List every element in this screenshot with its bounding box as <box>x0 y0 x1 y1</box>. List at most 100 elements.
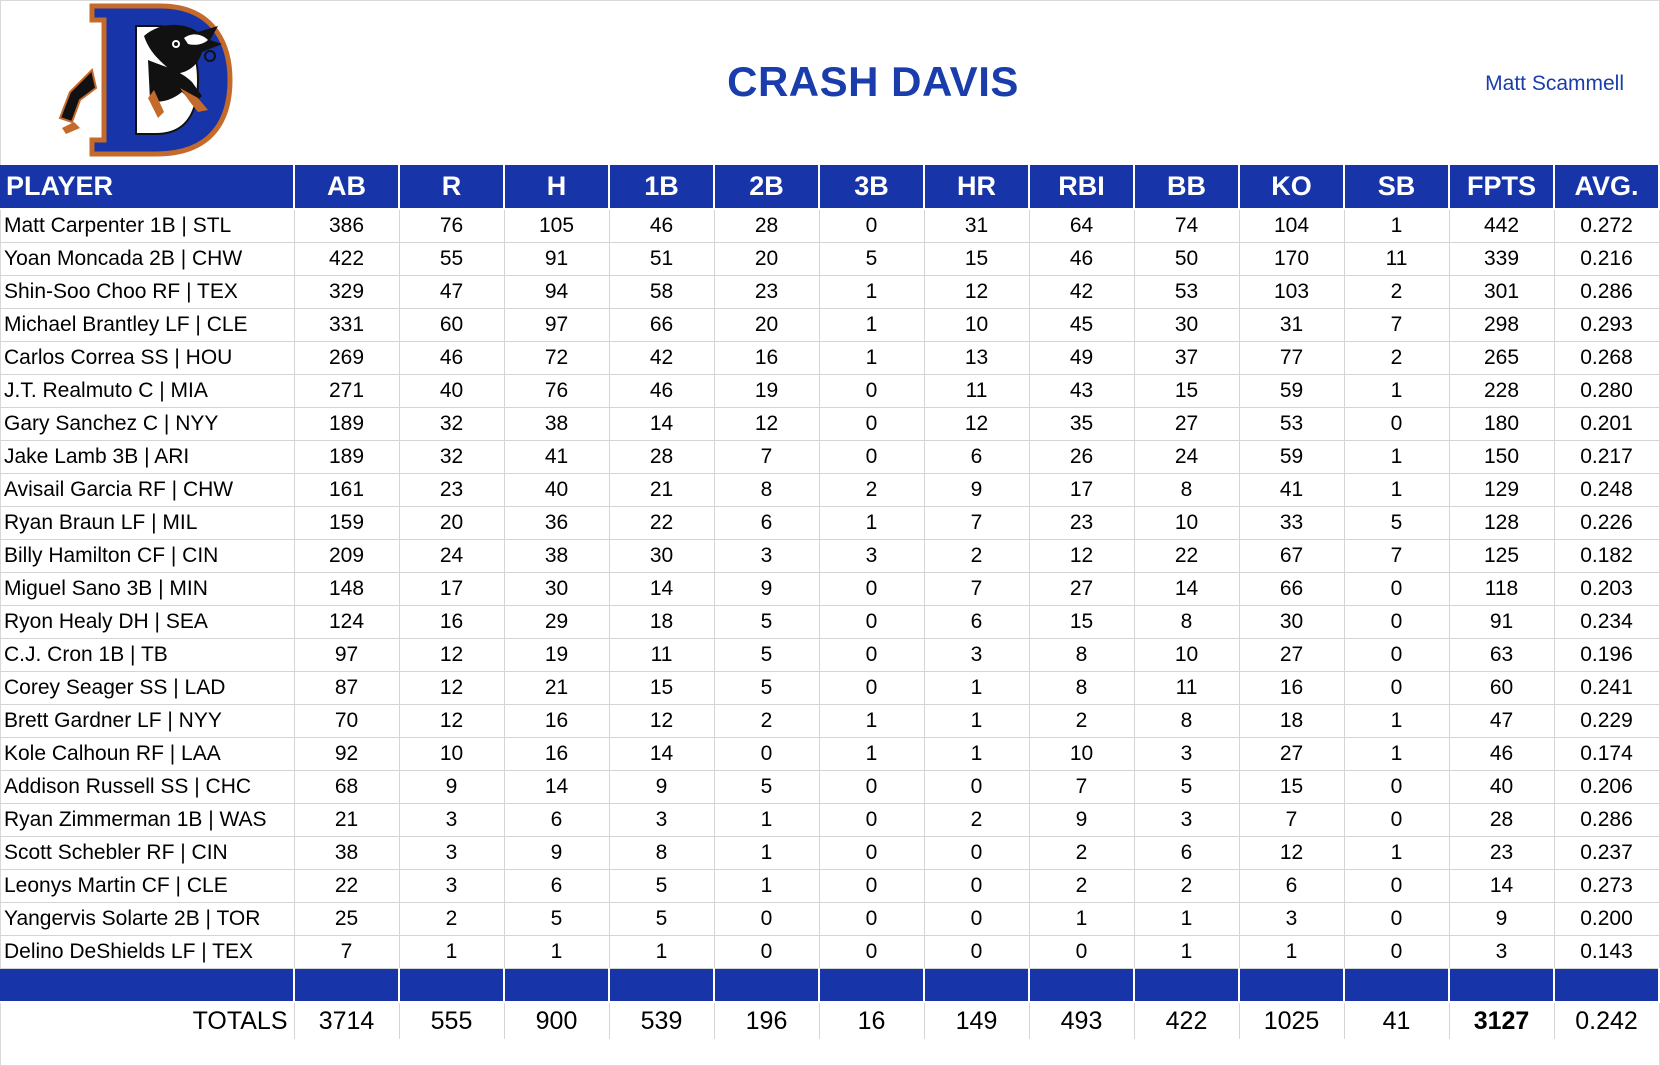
cell-ko: 170 <box>1239 242 1345 276</box>
cell-1b: 46 <box>609 374 715 408</box>
column-header-r[interactable]: R <box>399 165 505 210</box>
column-header-player[interactable]: PLAYER <box>0 165 295 210</box>
table-row: Delino DeShields LF | TEX 7 1 1 1 0 0 0 0 1 1 0 3 0.1… <box>0 935 1660 969</box>
column-header-1b[interactable]: 1B <box>609 165 715 210</box>
column-header-hr[interactable]: HR <box>924 165 1030 210</box>
cell-hr: 10 <box>924 308 1030 342</box>
table-row: Gary Sanchez C | NYY 189 32 38 14 12 0 12 35 27 53… <box>0 407 1660 441</box>
cell-rbi: 2 <box>1029 836 1135 870</box>
cell-avg: 0.200 <box>1554 902 1660 936</box>
cell-fpts: 265 <box>1449 341 1555 375</box>
cell-fpts: 14 <box>1449 869 1555 903</box>
cell-hr: 13 <box>924 341 1030 375</box>
cell-fpts: 125 <box>1449 539 1555 573</box>
cell-hr: 1 <box>924 704 1030 738</box>
cell-rbi: 42 <box>1029 275 1135 309</box>
column-header-ko[interactable]: KO <box>1239 165 1345 210</box>
cell-ab: 22 <box>294 869 400 903</box>
cell-rbi: 45 <box>1029 308 1135 342</box>
cell-3b: 2 <box>819 473 925 507</box>
cell-player: Delino DeShields LF | TEX <box>0 935 295 969</box>
cell-2b: 3 <box>714 539 820 573</box>
cell-sb: 7 <box>1344 308 1450 342</box>
column-header-rbi[interactable]: RBI <box>1029 165 1135 210</box>
column-header-bb[interactable]: BB <box>1134 165 1240 210</box>
table-row: Miguel Sano 3B | MIN 148 17 30 14 9 0 7 27 14 66 0 1… <box>0 572 1660 606</box>
cell-ab: 159 <box>294 506 400 540</box>
cell-ko: 41 <box>1239 473 1345 507</box>
cell-player: Ryan Zimmerman 1B | WAS <box>0 803 295 837</box>
cell-sb: 2 <box>1344 341 1450 375</box>
cell-3b: 5 <box>819 242 925 276</box>
cell-hr: 0 <box>924 902 1030 936</box>
cell-1b: 66 <box>609 308 715 342</box>
cell-bb: 14 <box>1134 572 1240 606</box>
cell-bb: 3 <box>1134 803 1240 837</box>
cell-2b: 1 <box>714 836 820 870</box>
cell-3b: 1 <box>819 308 925 342</box>
cell-player: Addison Russell SS | CHC <box>0 770 295 804</box>
cell-3b: 0 <box>819 605 925 639</box>
cell-ko: 53 <box>1239 407 1345 441</box>
column-header-avg[interactable]: AVG. <box>1554 165 1660 210</box>
totals-avg: 0.242 <box>1554 1002 1660 1039</box>
cell-r: 16 <box>399 605 505 639</box>
cell-rbi: 46 <box>1029 242 1135 276</box>
column-header-h[interactable]: H <box>504 165 610 210</box>
cell-hr: 11 <box>924 374 1030 408</box>
cell-player: Jake Lamb 3B | ARI <box>0 440 295 474</box>
table-row: Jake Lamb 3B | ARI 189 32 41 28 7 0 6 26 24 59 1 150… <box>0 440 1660 474</box>
cell-r: 17 <box>399 572 505 606</box>
cell-bb: 8 <box>1134 605 1240 639</box>
cell-ab: 87 <box>294 671 400 705</box>
cell-bb: 3 <box>1134 737 1240 771</box>
column-header-sb[interactable]: SB <box>1344 165 1450 210</box>
cell-r: 3 <box>399 803 505 837</box>
table-row: Billy Hamilton CF | CIN 209 24 38 30 3 3 2 12 22 6… <box>0 539 1660 573</box>
cell-r: 12 <box>399 671 505 705</box>
cell-3b: 0 <box>819 869 925 903</box>
cell-player: Matt Carpenter 1B | STL <box>0 209 295 243</box>
cell-avg: 0.237 <box>1554 836 1660 870</box>
cell-h: 6 <box>504 869 610 903</box>
table-row: Ryan Braun LF | MIL 159 20 36 22 6 1 7 23 10 33 5 12… <box>0 506 1660 540</box>
cell-3b: 3 <box>819 539 925 573</box>
cell-3b: 0 <box>819 374 925 408</box>
cell-ab: 7 <box>294 935 400 969</box>
cell-player: Ryon Healy DH | SEA <box>0 605 295 639</box>
totals-hr: 149 <box>924 1002 1030 1039</box>
totals-fpts: 3127 <box>1449 1002 1555 1039</box>
column-header-3b[interactable]: 3B <box>819 165 925 210</box>
cell-r: 60 <box>399 308 505 342</box>
column-header-fpts[interactable]: FPTS <box>1449 165 1555 210</box>
cell-bb: 50 <box>1134 242 1240 276</box>
column-header-2b[interactable]: 2B <box>714 165 820 210</box>
table-row: Avisail Garcia RF | CHW 161 23 40 21 8 2 9 17 8 41… <box>0 473 1660 507</box>
cell-ab: 92 <box>294 737 400 771</box>
cell-rbi: 17 <box>1029 473 1135 507</box>
cell-hr: 0 <box>924 935 1030 969</box>
cell-bb: 74 <box>1134 209 1240 243</box>
totals-bb: 422 <box>1134 1002 1240 1039</box>
cell-sb: 0 <box>1344 869 1450 903</box>
cell-bb: 8 <box>1134 704 1240 738</box>
cell-bb: 10 <box>1134 638 1240 672</box>
cell-avg: 0.272 <box>1554 209 1660 243</box>
cell-sb: 1 <box>1344 209 1450 243</box>
cell-1b: 58 <box>609 275 715 309</box>
cell-hr: 31 <box>924 209 1030 243</box>
cell-fpts: 118 <box>1449 572 1555 606</box>
cell-ko: 12 <box>1239 836 1345 870</box>
cell-ab: 422 <box>294 242 400 276</box>
table-row: Yoan Moncada 2B | CHW 422 55 91 51 20 5 15 46 50 1… <box>0 242 1660 276</box>
cell-2b: 2 <box>714 704 820 738</box>
cell-ko: 67 <box>1239 539 1345 573</box>
column-header-ab[interactable]: AB <box>294 165 400 210</box>
cell-avg: 0.182 <box>1554 539 1660 573</box>
cell-h: 40 <box>504 473 610 507</box>
cell-rbi: 43 <box>1029 374 1135 408</box>
cell-rbi: 12 <box>1029 539 1135 573</box>
totals-h: 900 <box>504 1002 610 1039</box>
cell-rbi: 49 <box>1029 341 1135 375</box>
cell-avg: 0.206 <box>1554 770 1660 804</box>
